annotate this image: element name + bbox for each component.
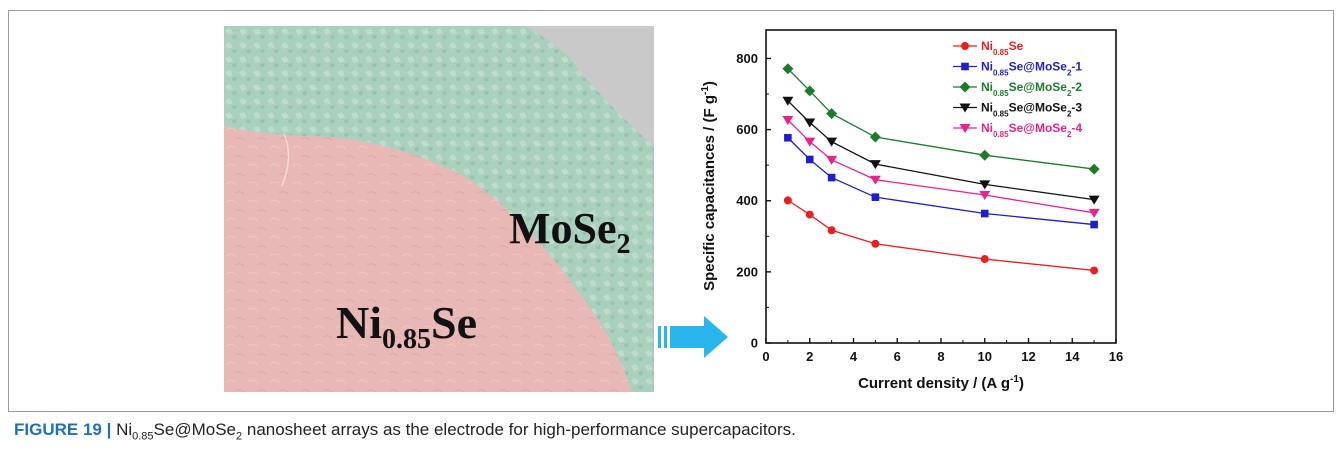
- y-tick-label: 400: [736, 193, 758, 208]
- legend-label: Ni0.85Se@MoSe2-4: [981, 121, 1082, 139]
- mose2-region-label: MoSe2: [509, 204, 631, 260]
- x-tick-label: 12: [1021, 349, 1035, 364]
- x-tick-label: 10: [978, 349, 992, 364]
- series-line: [787, 199, 1095, 272]
- data-point: [784, 133, 792, 142]
- data-point: [871, 239, 880, 248]
- y-axis-label: Specific capacitances / (F g-1): [700, 81, 718, 291]
- series-5: [782, 115, 1100, 218]
- legend-label: Ni0.85Se: [981, 39, 1024, 57]
- legend-label: Ni0.85Se@MoSe2-3: [981, 101, 1082, 119]
- series-2: [784, 133, 1098, 229]
- data-point: [804, 118, 816, 128]
- data-point: [1090, 266, 1099, 275]
- data-point: [804, 85, 816, 97]
- x-tick-label: 16: [1109, 349, 1123, 364]
- data-point: [782, 96, 794, 106]
- x-tick-label: 14: [1065, 349, 1080, 364]
- data-point: [1090, 220, 1098, 229]
- legend-marker: [959, 124, 971, 133]
- legend-marker: [961, 62, 969, 71]
- data-point: [805, 210, 814, 219]
- legend-marker: [959, 103, 971, 113]
- data-point: [869, 175, 881, 185]
- y-tick-label: 600: [736, 122, 758, 137]
- legend-label: Ni0.85Se@MoSe2-1: [981, 60, 1082, 78]
- data-point: [1088, 208, 1100, 218]
- sem-micrograph-image: [224, 26, 654, 392]
- data-point: [1088, 195, 1100, 205]
- data-point: [805, 155, 814, 164]
- data-point: [979, 180, 991, 190]
- figure-caption: FIGURE 19 | Ni0.85Se@MoSe2 nanosheet arr…: [14, 420, 796, 443]
- plot-area: [765, 29, 1117, 344]
- data-point: [979, 191, 991, 201]
- figure-frame: [8, 10, 1334, 412]
- data-point: [869, 131, 881, 143]
- legend-entry: Ni0.85Se@MoSe2-3: [953, 101, 1082, 119]
- figure-label: FIGURE 19 |: [14, 420, 112, 439]
- data-point: [869, 160, 881, 170]
- data-point: [782, 115, 794, 125]
- data-point: [1088, 163, 1100, 175]
- sem-micrograph: [224, 26, 654, 392]
- data-point: [827, 173, 836, 182]
- data-point: [826, 108, 838, 120]
- data-point: [827, 226, 836, 235]
- x-tick-label: 2: [806, 349, 813, 364]
- legend-entry: Ni0.85Se@MoSe2-2: [953, 80, 1082, 98]
- y-tick-label: 200: [736, 264, 758, 279]
- legend-marker: [961, 42, 969, 50]
- data-point: [980, 209, 989, 218]
- series-line: [787, 68, 1095, 170]
- legend-marker: [959, 81, 971, 93]
- data-point: [826, 155, 838, 165]
- x-tick-label: 8: [937, 349, 944, 364]
- y-tick-label: 0: [751, 336, 758, 351]
- series-1: [783, 196, 1099, 275]
- data-point: [980, 255, 989, 264]
- data-point: [871, 193, 880, 201]
- data-point: [804, 137, 816, 147]
- legend-entry: Ni0.85Se: [953, 39, 1024, 57]
- legend-label: Ni0.85Se@MoSe2-2: [981, 80, 1082, 98]
- legend-entry: Ni0.85Se@MoSe2-1: [953, 60, 1082, 78]
- series-3: [782, 63, 1100, 175]
- right-arrow-icon: [658, 316, 728, 358]
- legend-entry: Ni0.85Se@MoSe2-4: [953, 121, 1082, 139]
- x-tick-label: 0: [762, 349, 769, 364]
- y-tick-label: 800: [736, 51, 758, 66]
- capacitance-chart: 0 2 4 6 8 10 12 14 16 0 200 400 600 800 Ni0.85Se Ni0.8…: [700, 29, 1123, 392]
- series-4: [782, 96, 1100, 205]
- data-point: [782, 63, 794, 75]
- ni085se-region-label: Ni0.85Se: [336, 297, 477, 356]
- x-tick-label: 6: [894, 349, 901, 364]
- x-axis-label: Current density / (A g-1): [858, 374, 1024, 392]
- data-point: [979, 149, 991, 161]
- data-point: [826, 137, 838, 147]
- x-tick-label: 4: [850, 349, 858, 364]
- data-point: [783, 196, 792, 205]
